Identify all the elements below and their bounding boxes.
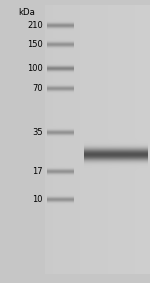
Text: 70: 70 [32, 84, 43, 93]
Text: 35: 35 [32, 128, 43, 137]
Text: 10: 10 [33, 195, 43, 204]
Text: 17: 17 [32, 167, 43, 176]
Text: kDa: kDa [19, 8, 35, 18]
Text: 210: 210 [27, 21, 43, 30]
Text: 100: 100 [27, 64, 43, 73]
Text: 150: 150 [27, 40, 43, 49]
